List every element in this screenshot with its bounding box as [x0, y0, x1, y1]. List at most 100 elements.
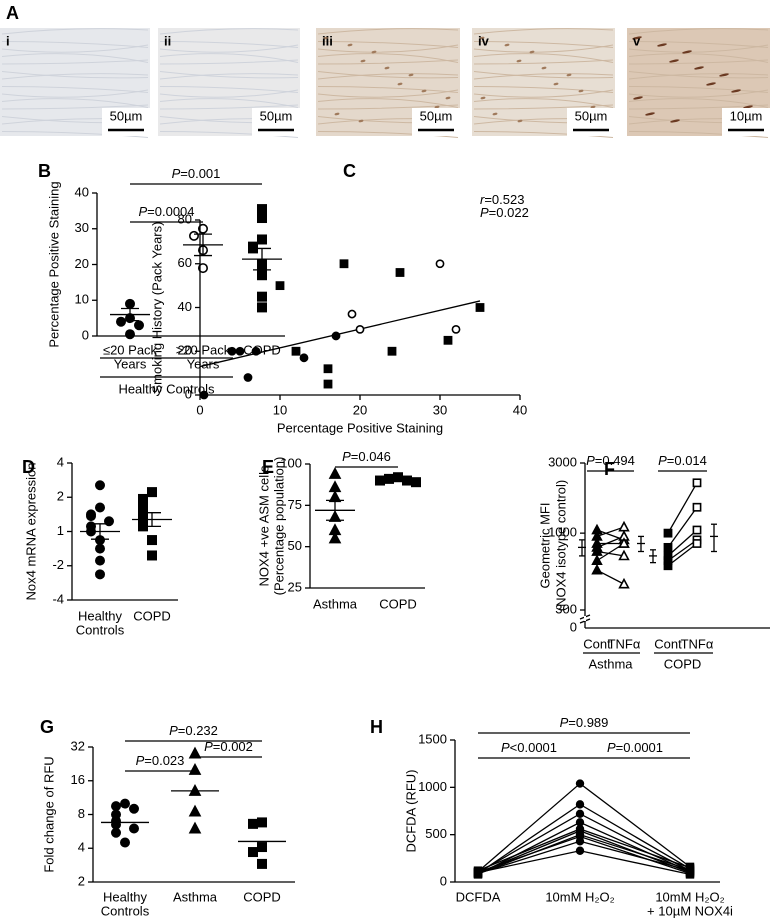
x-tick-label: Healthy	[78, 608, 123, 623]
stained-nucleus	[657, 43, 667, 47]
x-tick-label: + 10µM NOX4i	[647, 903, 733, 918]
stained-nucleus	[578, 89, 584, 93]
point	[256, 270, 267, 281]
point	[347, 309, 357, 319]
tissue-texture	[317, 71, 459, 79]
p-value: P=0.002	[204, 739, 253, 754]
stained-nucleus	[334, 112, 340, 116]
point	[235, 346, 245, 356]
point	[692, 525, 702, 535]
tissue-texture	[159, 131, 299, 138]
point	[618, 577, 630, 589]
pair-line	[667, 506, 698, 548]
p-value: P=0.001	[172, 166, 221, 181]
stained-nucleus	[566, 73, 572, 77]
point	[129, 803, 140, 814]
y-tick-label: 30	[75, 220, 89, 235]
italic-letter: P	[501, 740, 510, 755]
stained-nucleus	[706, 82, 716, 86]
panel-letter: H	[370, 717, 383, 737]
stained-nucleus	[590, 105, 596, 109]
point	[248, 818, 259, 829]
tissue-texture	[317, 98, 459, 108]
y-axis-label: Smoking History (Pack Years)	[149, 222, 164, 394]
point	[95, 569, 106, 580]
y-axis-label: Percentage Positive Staining	[46, 181, 61, 347]
stained-nucleus	[358, 119, 364, 123]
tissue-texture	[473, 53, 614, 63]
point	[95, 543, 106, 554]
tissue-texture	[1, 41, 149, 48]
tissue-texture	[1, 131, 149, 138]
point	[323, 379, 333, 389]
point	[111, 819, 122, 830]
point	[251, 346, 261, 356]
tissue-texture	[628, 59, 769, 65]
tissue-texture	[159, 53, 299, 63]
stained-nucleus	[371, 50, 377, 54]
point	[692, 478, 702, 488]
annotation: r=0.523	[480, 192, 524, 207]
pair-line	[596, 550, 625, 557]
tissue-texture	[159, 73, 299, 80]
point	[188, 762, 202, 775]
stained-nucleus	[633, 96, 643, 100]
point	[591, 563, 603, 575]
point	[692, 539, 702, 548]
point	[248, 847, 259, 858]
point	[125, 329, 136, 340]
x-axis-label: Percentage Positive Staining	[277, 420, 443, 435]
y-tick-label: 40	[178, 299, 192, 314]
stained-nucleus	[682, 50, 692, 54]
x-tick-label: Asthma	[313, 596, 358, 611]
point	[198, 263, 209, 274]
point	[256, 858, 267, 869]
y-tick-label: 2	[78, 873, 85, 888]
stained-nucleus	[645, 112, 655, 116]
tissue-texture	[317, 89, 459, 98]
stained-nucleus	[719, 73, 729, 77]
point	[120, 837, 131, 848]
x-tick-label: 30	[433, 402, 447, 417]
pair-line	[667, 539, 698, 562]
y-axis-label: DCFDA (RFU)	[403, 769, 418, 852]
italic-letter: r	[480, 192, 485, 207]
point	[663, 542, 673, 552]
tissue-texture	[628, 53, 769, 63]
point	[575, 837, 585, 846]
stained-nucleus	[504, 43, 510, 47]
italic-letter: P	[607, 740, 616, 755]
scale-bar-box	[722, 108, 770, 136]
point	[256, 234, 267, 245]
y-tick-label: 0	[82, 327, 89, 342]
point	[443, 335, 453, 345]
x-tick-label: 10	[273, 402, 287, 417]
image-label: iii	[322, 33, 333, 48]
stained-nucleus	[421, 89, 427, 93]
point	[111, 827, 122, 838]
text-rest: =0.0001	[616, 740, 663, 755]
y-tick-label: 80	[178, 211, 192, 226]
tissue-texture	[473, 44, 614, 53]
y-tick-label: 1500	[418, 731, 447, 746]
y-tick-label: 0	[440, 873, 447, 888]
scale-bar-box	[102, 108, 150, 136]
point	[120, 798, 131, 809]
scale-bar-label: 10µm	[730, 108, 763, 123]
point	[618, 537, 630, 548]
stained-nucleus	[445, 96, 451, 100]
panel-letter: B	[38, 161, 51, 181]
scale-bar-label: 50µm	[260, 108, 293, 123]
point	[685, 870, 695, 879]
stained-nucleus	[731, 89, 741, 93]
stained-nucleus	[408, 73, 414, 77]
y-axis-label: Geometric MFI	[537, 503, 552, 589]
tissue-texture	[159, 44, 299, 53]
image-label: v	[633, 33, 641, 48]
y-tick-label: 32	[71, 738, 85, 753]
stained-nucleus	[670, 119, 680, 123]
scale-bar-label: 50µm	[420, 108, 453, 123]
point	[188, 804, 202, 817]
y-tick-label: 0	[570, 619, 577, 634]
y-tick-label: 3000	[548, 454, 577, 469]
